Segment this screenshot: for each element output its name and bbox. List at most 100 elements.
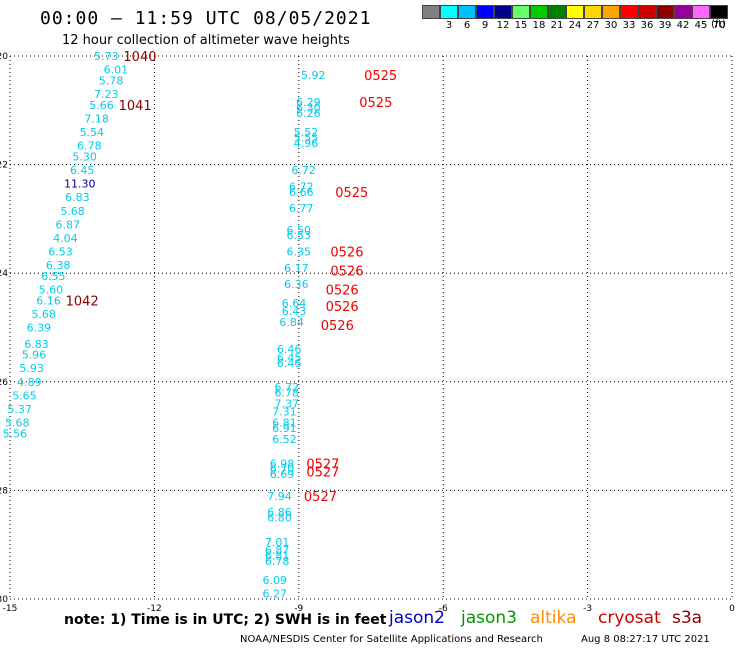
color-scale-label: 39 — [658, 20, 672, 31]
wave-height-value: 6.81 — [265, 550, 290, 563]
pass-time-label: 0526 — [326, 283, 359, 298]
wave-height-value: 6.78 — [77, 140, 102, 153]
color-scale-swatch — [530, 5, 548, 19]
pass-time-label: 0526 — [330, 264, 363, 279]
wave-height-value: 11.30 — [64, 178, 96, 191]
pass-time-label: 1041 — [119, 99, 152, 114]
wave-height-value: 6.39 — [27, 322, 52, 335]
wave-height-value: 6.87 — [265, 544, 290, 557]
wave-height-value: 6.36 — [284, 278, 309, 291]
wave-height-value: 6.69 — [270, 468, 295, 481]
pass-time-label: 0526 — [330, 245, 363, 260]
wave-height-value: 5.73 — [94, 50, 119, 63]
color-scale-swatch — [476, 5, 494, 19]
wave-height-value: 5.55 — [294, 131, 319, 144]
color-scale-label: 70 — [712, 20, 726, 31]
footer-generated-date: Aug 8 08:27:17 UTC 2021 — [581, 634, 710, 645]
color-scale-label: 33 — [622, 20, 636, 31]
legend-cryosat: cryosat — [598, 608, 661, 628]
wave-height-value: 6.72 — [291, 164, 316, 177]
wave-height-value: 5.68 — [5, 417, 30, 430]
wave-height-value: 6.98 — [270, 457, 295, 470]
wave-height-value: 6.46 — [277, 343, 302, 356]
wave-height-value: 5.92 — [301, 69, 326, 82]
wave-height-value: 5.96 — [22, 349, 47, 362]
wave-height-value: 7.31 — [272, 406, 297, 419]
color-scale-label: 18 — [532, 20, 546, 31]
wave-height-value: 6.86 — [267, 506, 292, 519]
y-tick-label: -30 — [0, 595, 8, 605]
pass-time-label: 0525 — [359, 96, 392, 111]
wave-height-value: 5.54 — [80, 126, 105, 139]
wave-height-value: 6.30 — [296, 102, 321, 115]
color-scale-label: 12 — [496, 20, 510, 31]
wave-height-value: 7.94 — [267, 490, 292, 503]
x-tick-label: 0 — [729, 604, 735, 614]
wave-height-value: 6.29 — [296, 96, 321, 109]
x-tick-label: -15 — [3, 604, 18, 614]
color-scale-swatch — [710, 5, 728, 19]
wave-height-value: 5.56 — [3, 427, 28, 440]
wave-height-value: 6.45 — [70, 164, 95, 177]
wave-height-value: 5.30 — [72, 150, 97, 163]
wave-height-value: 5.37 — [7, 403, 32, 416]
color-scale-units: (ft) — [711, 19, 727, 30]
color-scale-swatch — [566, 5, 584, 19]
color-scale-swatch — [638, 5, 656, 19]
pass-time-label: 0527 — [306, 465, 339, 480]
wave-height-value: 6.27 — [262, 588, 287, 601]
wave-height-value: 4.04 — [53, 232, 78, 245]
color-scale-label: 27 — [586, 20, 600, 31]
wave-height-value: 5.52 — [294, 126, 319, 139]
color-scale-swatch — [692, 5, 710, 19]
color-scale-swatch — [674, 5, 692, 19]
legend-altika: altika — [530, 608, 577, 628]
wave-height-value: 6.16 — [36, 294, 61, 307]
color-scale-label: 36 — [640, 20, 654, 31]
color-scale-swatch — [512, 5, 530, 19]
color-scale-label: 3 — [445, 20, 453, 31]
wave-height-value: 6.09 — [262, 574, 287, 587]
wave-height-value: 6.83 — [24, 338, 49, 351]
y-tick-label: -24 — [0, 269, 8, 279]
pass-time-label: 1042 — [66, 294, 99, 309]
x-tick-label: -9 — [294, 604, 303, 614]
wave-height-value: 6.80 — [267, 512, 292, 525]
wave-height-value: 6.50 — [287, 224, 312, 237]
wave-height-value: 7.37 — [275, 398, 300, 411]
wave-height-value: 7.23 — [94, 88, 119, 101]
wave-height-value: 6.53 — [48, 245, 73, 258]
wave-height-value: 6.17 — [284, 262, 309, 275]
wave-height-value: 6.64 — [282, 297, 307, 310]
wave-height-value: 6.72 — [275, 381, 300, 394]
wave-height-value: 6.26 — [296, 107, 321, 120]
wave-height-value: 6.87 — [56, 218, 81, 231]
wave-height-value: 6.78 — [265, 555, 290, 568]
wave-height-value: 6.91 — [272, 422, 297, 435]
color-scale-label: 9 — [481, 20, 489, 31]
color-scale-label: 30 — [604, 20, 618, 31]
pass-time-label: 0525 — [364, 69, 397, 84]
wave-height-value: 7.18 — [84, 112, 109, 125]
x-tick-label: -6 — [439, 604, 448, 614]
color-scale-label: 45 — [694, 20, 708, 31]
wave-height-value: 6.46 — [277, 357, 302, 370]
wave-height-value: 7.01 — [265, 536, 290, 549]
wave-height-value: 5.66 — [89, 99, 114, 112]
wave-height-value: 5.65 — [12, 389, 37, 402]
legend-jason2: jason2 — [389, 608, 445, 628]
pass-time-label: 0527 — [304, 490, 337, 505]
x-tick-label: -3 — [583, 604, 592, 614]
footer-note: note: 1) Time is in UTC; 2) SWH is in fe… — [64, 612, 387, 628]
x-tick-label: -12 — [147, 604, 162, 614]
wave-height-value: 6.66 — [289, 186, 314, 199]
wave-height-value: 6.53 — [287, 229, 312, 242]
wave-height-value: 6.81 — [272, 417, 297, 430]
wave-height-value: 6.35 — [287, 245, 312, 258]
pass-time-label: 0526 — [321, 319, 354, 334]
wave-height-value: 6.45 — [277, 351, 302, 364]
map-subtitle: 12 hour collection of altimeter wave hei… — [62, 33, 350, 48]
y-tick-label: -22 — [0, 161, 8, 171]
